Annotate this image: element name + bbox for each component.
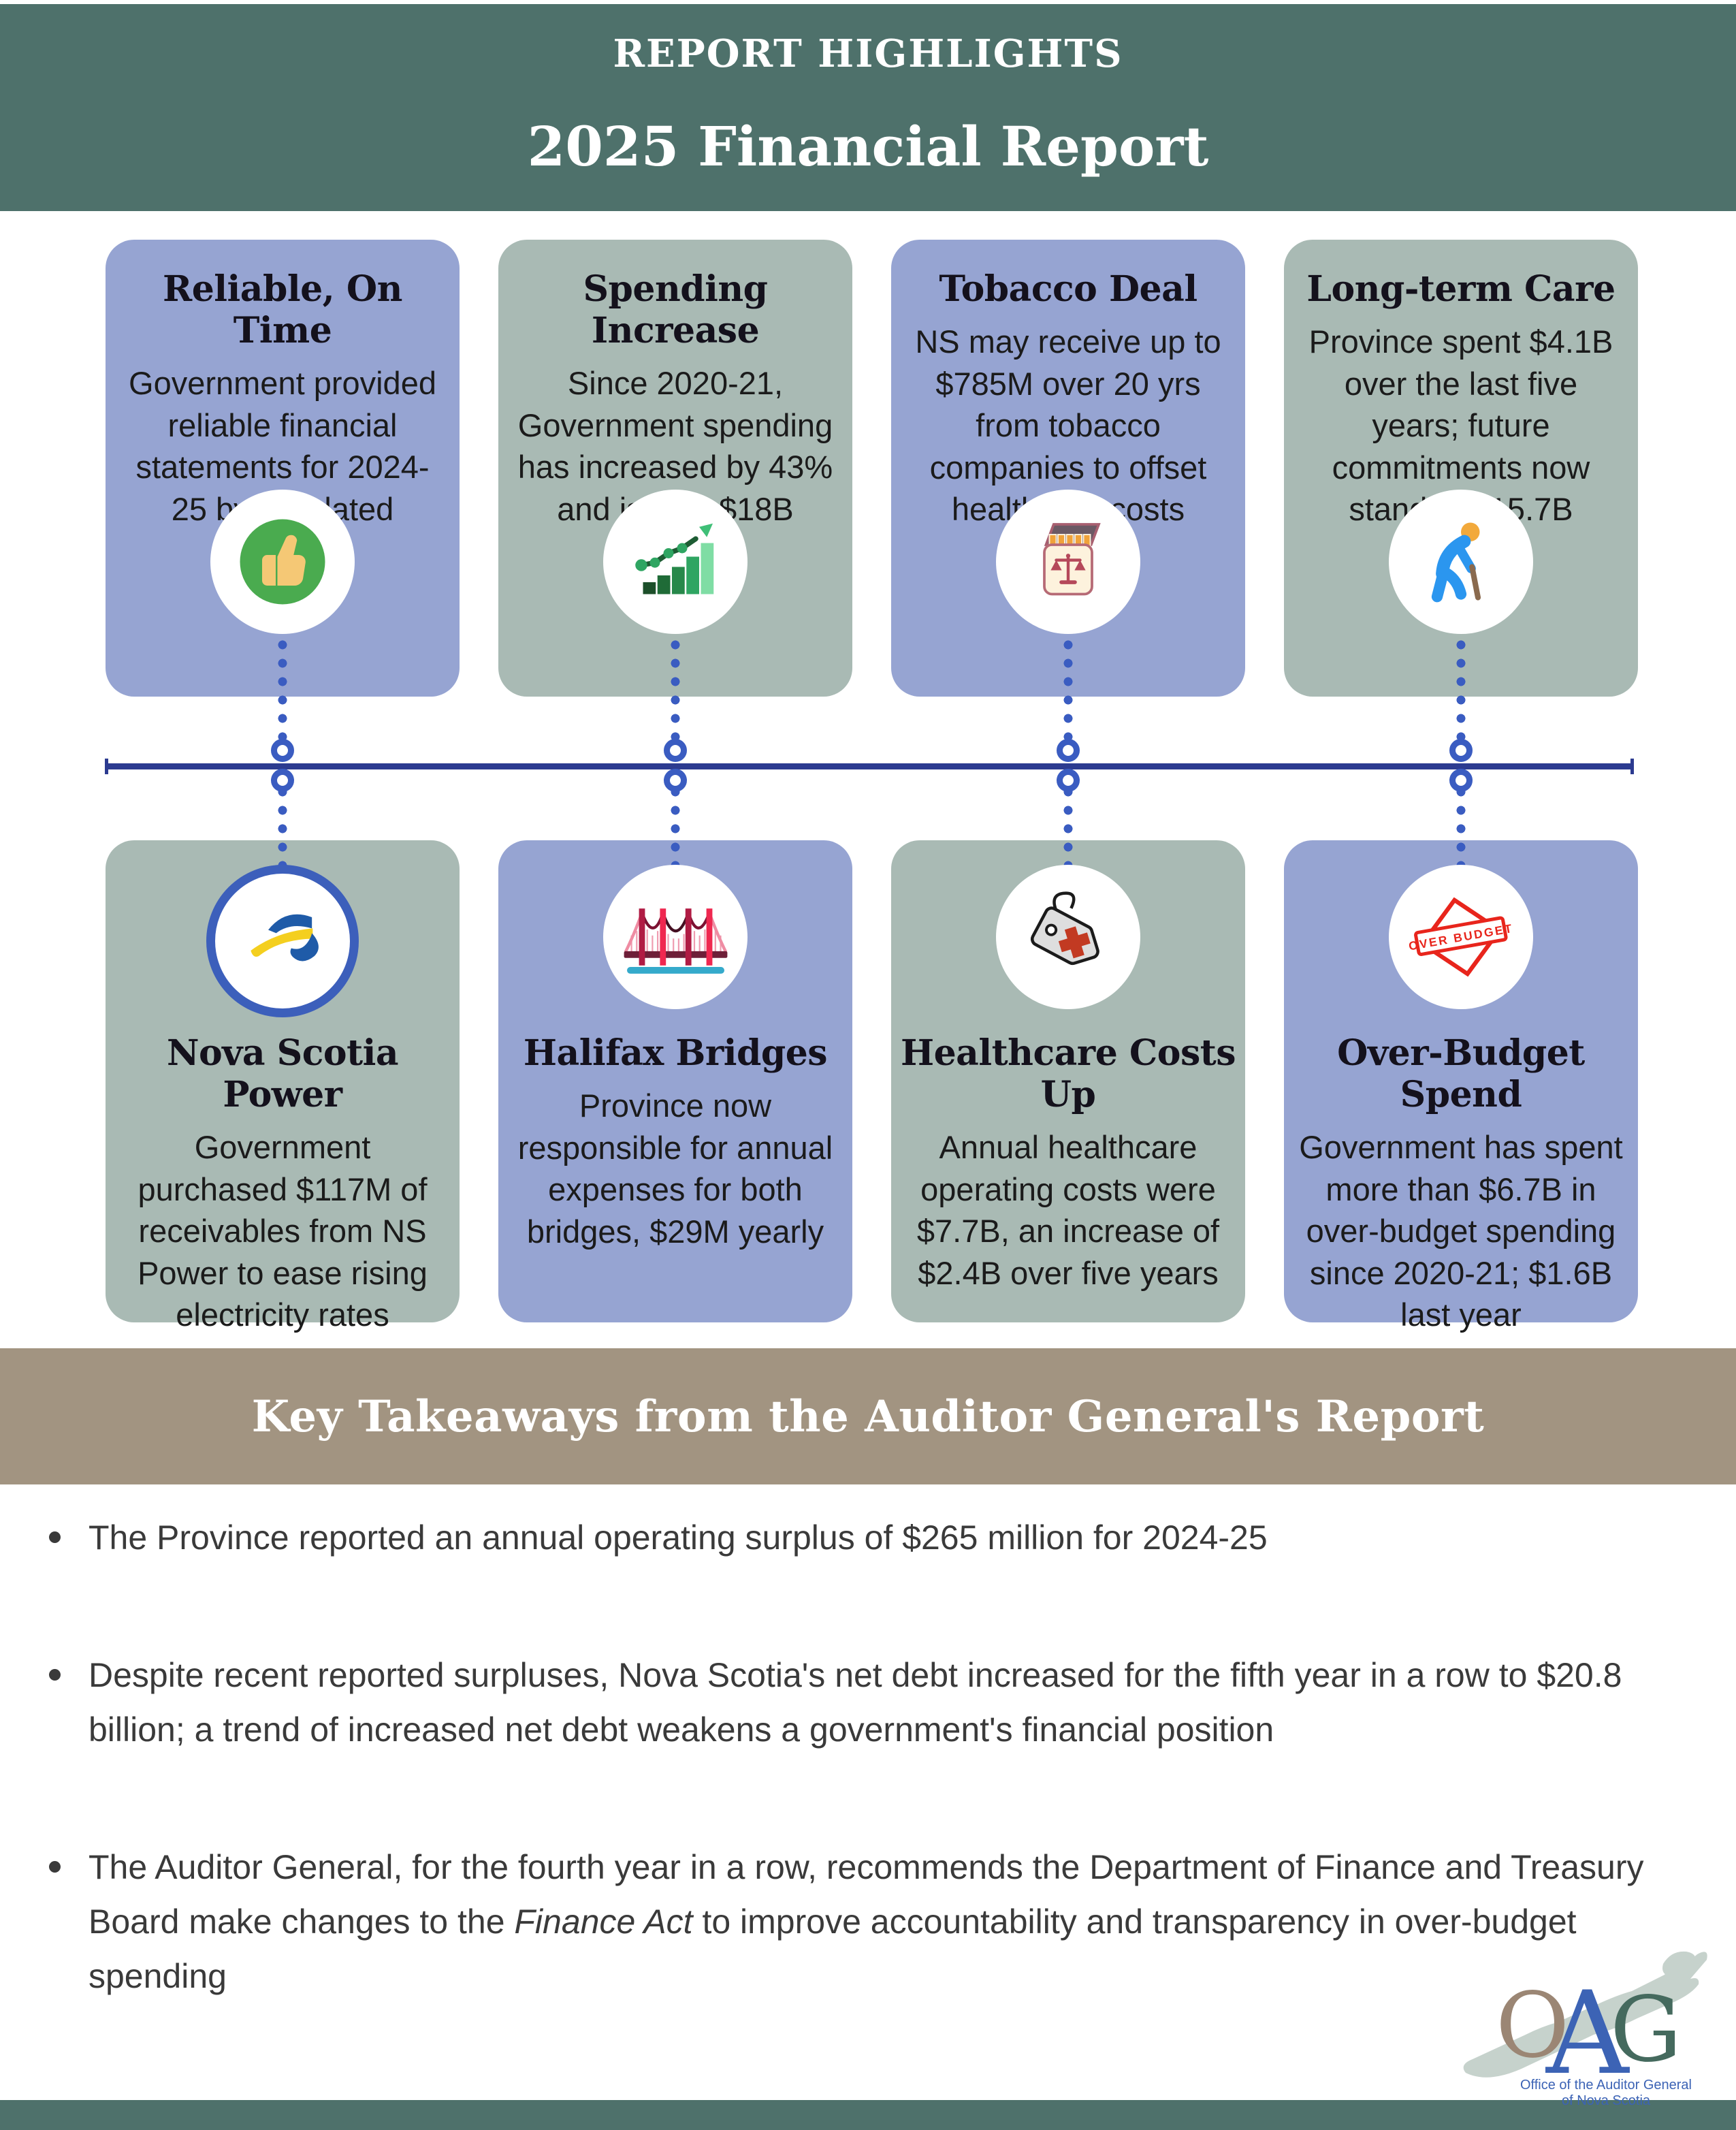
icon-circle xyxy=(603,490,748,634)
oag-logo-graphic: O A G Office of the Auditor General of N… xyxy=(1463,1951,1707,2108)
card-healthcare-costs-up: Healthcare Costs Up Annual healthcare op… xyxy=(891,840,1245,1322)
icon-circle xyxy=(996,865,1140,1009)
timeline-node-icon xyxy=(1449,739,1473,762)
card-body: Province spent $4.1B over the last five … xyxy=(1308,323,1613,528)
header-banner: REPORT HIGHLIGHTS 2025 Financial Report xyxy=(0,4,1736,211)
timeline-node-icon xyxy=(664,739,687,762)
takeaway-item: Despite recent reported surpluses, Nova … xyxy=(49,1648,1682,1757)
logo-letter-a: A xyxy=(1545,1967,1630,2100)
icon-circle xyxy=(603,865,748,1009)
timeline-dotted-connector xyxy=(1063,599,1073,866)
takeaway-text: to improve accountability and transparen… xyxy=(89,1903,1577,1995)
timeline-node-icon xyxy=(271,769,294,792)
card-nova-scotia-power: Nova Scotia Power Government purchased $… xyxy=(106,840,460,1333)
card-title: Tobacco Deal xyxy=(939,268,1197,310)
card-long-term-care: Long-term Care Province spent $4.1B over… xyxy=(1284,240,1638,697)
card-title: Halifax Bridges xyxy=(523,1032,828,1074)
timeline-node-icon xyxy=(271,739,294,762)
card-title: Healthcare Costs Up xyxy=(900,1032,1236,1115)
timeline-node-icon xyxy=(1057,739,1080,762)
takeaways-list: The Province reported an annual operatin… xyxy=(48,1510,1688,2086)
takeaway-item: The Auditor General, for the fourth year… xyxy=(49,1840,1682,2003)
key-takeaways-title: Key Takeaways from the Auditor General's… xyxy=(251,1390,1485,1442)
elderly-person-cane-icon xyxy=(1431,522,1481,603)
suspension-bridge-icon xyxy=(624,908,727,974)
logo-caption-line2: of Nova Scotia xyxy=(1562,2093,1651,2108)
timeline-node-icon xyxy=(1449,769,1473,792)
card-body: Province now responsible for annual expe… xyxy=(517,1087,833,1250)
footer-bar xyxy=(0,2100,1736,2130)
takeaway-item: The Province reported an annual operatin… xyxy=(49,1510,1682,1565)
timeline-axis xyxy=(105,759,1634,774)
cape-breton-shape xyxy=(1662,1951,1696,1977)
card-over-budget-spend: OVER BUDGET Over-Budget Spend Government… xyxy=(1284,840,1638,1333)
key-takeaways-band: Key Takeaways from the Auditor General's… xyxy=(0,1348,1736,1484)
oag-logo: O A G Office of the Auditor General of N… xyxy=(1460,1939,1719,2113)
card-body: NS may receive up to $785M over 20 yrs f… xyxy=(915,323,1221,528)
report-highlights-label: REPORT HIGHLIGHTS xyxy=(613,31,1123,76)
timeline-node-icon xyxy=(664,769,687,792)
icon-circle xyxy=(206,865,359,1017)
timeline-node-icon xyxy=(1057,769,1080,792)
card-title: Spending Increase xyxy=(583,268,768,351)
icon-circle xyxy=(210,490,355,634)
ns-power-logo-icon xyxy=(251,914,319,961)
card-halifax-bridges: Halifax Bridges Province now responsible… xyxy=(498,840,852,1322)
card-title: Over-Budget Spend xyxy=(1337,1032,1585,1115)
timeline-dotted-connector xyxy=(671,599,680,866)
cigarette-pack-scales-icon xyxy=(1043,523,1101,596)
card-body: Government has spent more than $6.7B in … xyxy=(1299,1129,1623,1333)
growth-chart-icon xyxy=(635,523,714,594)
card-body: Since 2020-21, Government spending has i… xyxy=(517,365,833,527)
logo-letter-g: G xyxy=(1610,1977,1682,2082)
nova-scotia-map-shape xyxy=(1463,1952,1707,2078)
page-title: 2025 Financial Report xyxy=(527,114,1209,178)
card-body: Government purchased $117M of receivable… xyxy=(138,1129,428,1333)
takeaway-text-italic: Finance Act xyxy=(514,1903,693,1941)
card-body: Annual healthcare operating costs were $… xyxy=(916,1129,1220,1291)
card-reliable-on-time: Reliable, On Time Government provided re… xyxy=(106,240,460,697)
icon-circle: OVER BUDGET xyxy=(1389,865,1533,1009)
takeaway-text: Despite recent reported surpluses, Nova … xyxy=(89,1656,1622,1749)
icon-circle xyxy=(996,490,1140,634)
card-title: Reliable, On Time xyxy=(162,268,403,351)
card-tobacco-deal: Tobacco Deal NS may receive up to $785M … xyxy=(891,240,1245,697)
card-title: Nova Scotia Power xyxy=(166,1032,399,1115)
timeline-dotted-connector xyxy=(278,599,287,866)
price-tag-x-icon xyxy=(1030,891,1099,965)
logo-letter-o: O xyxy=(1496,1973,1569,2078)
logo-caption-line1: Office of the Auditor General xyxy=(1520,2078,1692,2093)
thumbs-up-icon xyxy=(240,519,325,605)
over-budget-stamp-icon: OVER BUDGET xyxy=(1408,897,1515,977)
takeaway-text: The Province reported an annual operatin… xyxy=(89,1519,1268,1557)
card-title: Long-term Care xyxy=(1306,268,1616,310)
timeline-dotted-connector xyxy=(1456,599,1466,866)
icon-circle xyxy=(1389,490,1533,634)
takeaway-text: The Auditor General, for the fourth year… xyxy=(89,1848,1644,1941)
card-spending-increase: Spending Increase Since 2020-21, Governm… xyxy=(498,240,852,697)
